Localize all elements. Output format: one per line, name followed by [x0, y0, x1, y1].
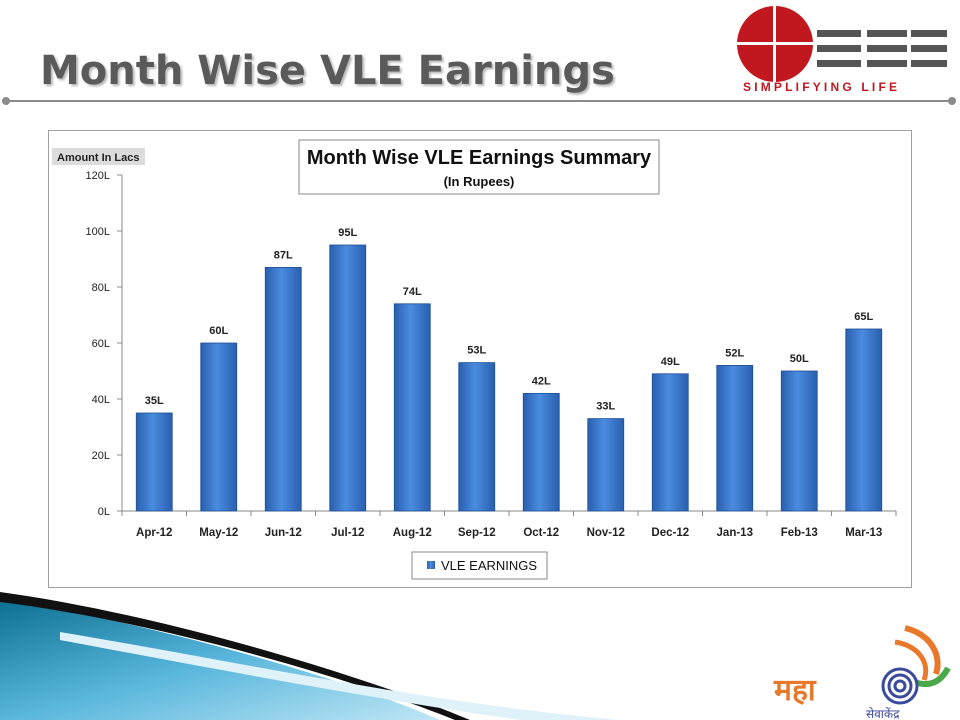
x-tick-label: Sep-12: [458, 527, 496, 539]
bar: [845, 328, 883, 512]
data-label: 49L: [661, 356, 680, 368]
bar: [458, 362, 496, 512]
y-tick-label: 80L: [92, 282, 110, 294]
y-tick-label: 20L: [92, 450, 110, 462]
x-tick-label: Jun-12: [265, 527, 302, 539]
chart-bars: [135, 244, 883, 512]
y-tick-label: 0L: [98, 506, 110, 518]
bar: [651, 373, 689, 512]
x-tick-label: Oct-12: [523, 527, 559, 539]
maha-sewa-kendra-logo: महा सेवाकेंद्र: [773, 625, 951, 720]
data-label: 33L: [596, 401, 615, 413]
data-label: 60L: [209, 325, 228, 337]
y-tick-label: 120L: [86, 170, 110, 182]
y-tick-label: 60L: [92, 338, 110, 350]
data-label: 95L: [338, 227, 357, 239]
corner-swoosh: [0, 592, 620, 720]
svg-text:महा: महा: [773, 674, 817, 707]
bar: [393, 303, 431, 512]
x-tick-label: Apr-12: [136, 527, 172, 539]
bar: [135, 412, 173, 512]
chart-title: Month Wise VLE Earnings Summary: [307, 147, 652, 169]
data-label: 74L: [403, 286, 422, 298]
y-tick-label: 100L: [86, 226, 110, 238]
divider-right-dot: [948, 97, 956, 105]
y-axis-label-box: [52, 148, 145, 165]
chart-data-labels: 35L 60L 87L 95L 74L 53L 42L 33L 49L 52L 50L 65L: [145, 227, 874, 413]
chart-axes: 0L 20L 40L 60L 80L 100L 120L Apr-12 May-12 Jun-12…: [86, 170, 897, 539]
data-label: 65L: [854, 311, 873, 323]
x-tick-label: Mar-13: [845, 527, 882, 539]
data-label: 52L: [725, 347, 744, 359]
bar: [200, 342, 238, 512]
chart-title-box: [298, 139, 660, 195]
slide-title: Month Wise VLE Earnings: [40, 48, 615, 94]
bar-chart: Amount In Lacs Month Wise VLE Earnings S…: [52, 139, 897, 580]
data-label: 42L: [532, 375, 551, 387]
cms-logo-lettering: [817, 30, 947, 67]
legend-label: VLE EARNINGS: [441, 558, 537, 573]
data-label: 53L: [467, 345, 486, 357]
x-tick-label: Nov-12: [587, 527, 625, 539]
x-tick-label: Feb-13: [781, 527, 818, 539]
chart-frame: Amount In Lacs Month Wise VLE Earnings S…: [48, 130, 912, 588]
data-label: 50L: [790, 353, 809, 365]
bar: [780, 370, 818, 512]
x-tick-label: Aug-12: [393, 527, 432, 539]
data-label: 35L: [145, 395, 164, 407]
cms-tagline: SIMPLIFYING LIFE: [743, 80, 900, 94]
title-divider: [4, 100, 952, 102]
divider-left-dot: [2, 97, 10, 105]
y-axis-label: Amount In Lacs: [57, 152, 140, 164]
bar: [716, 364, 754, 512]
x-tick-label: Jan-13: [717, 527, 753, 539]
bar: [587, 418, 625, 512]
y-tick-label: 40L: [92, 394, 110, 406]
cms-logo: SIMPLIFYING LIFE: [737, 4, 947, 94]
chart-subtitle: (In Rupees): [444, 174, 515, 189]
bar: [329, 244, 367, 512]
x-tick-label: Dec-12: [651, 527, 689, 539]
legend-swatch: [427, 561, 435, 569]
bar: [522, 392, 560, 512]
svg-text:सेवाकेंद्र: सेवाकेंद्र: [866, 707, 900, 720]
x-tick-label: Jul-12: [331, 527, 364, 539]
data-label: 87L: [274, 249, 293, 261]
bar: [264, 266, 302, 512]
x-tick-label: May-12: [199, 527, 238, 539]
